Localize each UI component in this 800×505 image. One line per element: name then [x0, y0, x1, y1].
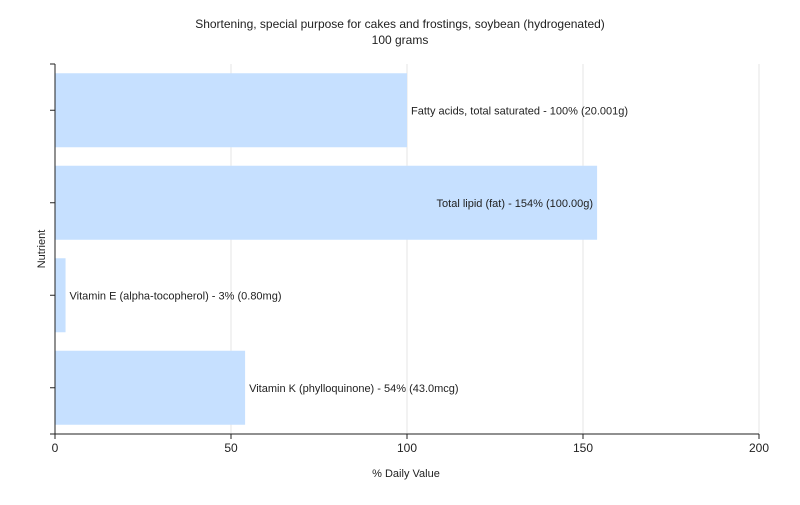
- chart-subtitle: 100 grams: [372, 33, 429, 47]
- data-label: Total lipid (fat) - 154% (100.00g): [437, 198, 594, 210]
- data-label: Vitamin E (alpha-tocopherol) - 3% (0.80m…: [70, 290, 282, 302]
- y-axis-title: Nutrient: [36, 230, 48, 269]
- bar: [55, 258, 66, 333]
- bar: [55, 350, 246, 425]
- x-tick-label: 200: [749, 441, 769, 455]
- data-label: Vitamin K (phylloquinone) - 54% (43.0mcg…: [249, 383, 459, 395]
- bar: [55, 73, 407, 148]
- bars: [55, 73, 598, 425]
- x-tick-label: 150: [573, 441, 593, 455]
- x-tick-label: 100: [397, 441, 417, 455]
- bar: [55, 165, 598, 240]
- x-tick-label: 0: [52, 441, 59, 455]
- axes: 0 50 100 150 200: [50, 63, 769, 455]
- data-labels: Fatty acids, total saturated - 100% (20.…: [70, 105, 629, 395]
- data-label: Fatty acids, total saturated - 100% (20.…: [411, 105, 628, 117]
- chart-title: Shortening, special purpose for cakes an…: [195, 17, 605, 31]
- x-tick-label: 50: [224, 441, 238, 455]
- x-axis-title: % Daily Value: [372, 468, 440, 480]
